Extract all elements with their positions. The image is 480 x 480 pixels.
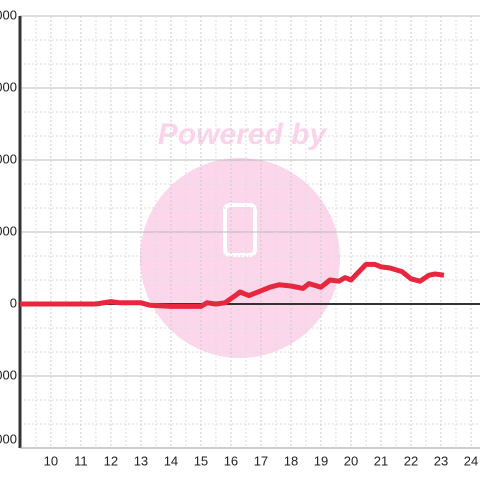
x-tick-label: 23: [434, 453, 448, 468]
y-tick-label: 12,000: [0, 7, 17, 22]
x-tick-label: 24: [464, 453, 478, 468]
x-tick-label: 18: [284, 453, 298, 468]
data-line: [20, 261, 445, 309]
y-tick-label: 9,000: [0, 79, 17, 94]
x-tick-label: 13: [134, 453, 148, 468]
x-tick-label: 14: [164, 453, 178, 468]
watermark-icon: [223, 203, 257, 257]
x-tick-label: 16: [224, 453, 238, 468]
x-tick-label: 19: [314, 453, 328, 468]
x-tick-label: 10: [44, 453, 58, 468]
y-tick-label: -3,000: [0, 367, 17, 382]
x-tick-label: 15: [194, 453, 208, 468]
y-tick-label: 0: [10, 295, 17, 310]
y-tick-label: 3,000: [0, 223, 17, 238]
x-tick-label: 22: [404, 453, 418, 468]
x-tick-label: 12: [104, 453, 118, 468]
y-tick-label: 6,000: [0, 151, 17, 166]
x-tick-label: 21: [374, 453, 388, 468]
x-tick-label: 11: [74, 453, 88, 468]
watermark-text: Powered by: [158, 118, 328, 151]
x-tick-label: 17: [254, 453, 268, 468]
y-tick-label: -6,000: [0, 431, 17, 446]
x-tick-label: 20: [344, 453, 358, 468]
